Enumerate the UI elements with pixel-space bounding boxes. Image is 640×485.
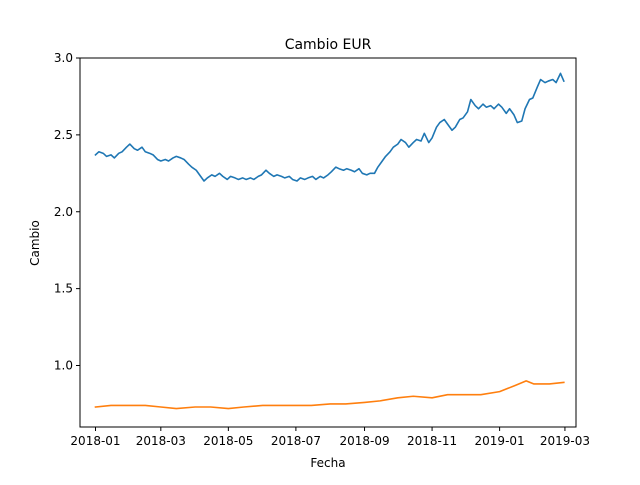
x-tick-label: 2018-01: [70, 434, 120, 448]
y-tick-label: 1.5: [54, 282, 73, 296]
plot-area: [79, 57, 577, 428]
x-tick-label: 2019-01: [475, 434, 525, 448]
series-line-2: [94, 380, 565, 410]
y-tick-label: 2.0: [54, 205, 73, 219]
x-tick-label: 2018-07: [271, 434, 321, 448]
x-tick-label: 2018-03: [136, 434, 186, 448]
y-axis-ticks: 1.0 1.5 2.0 2.5 3.0: [54, 51, 80, 373]
y-tick-label: 3.0: [54, 51, 73, 65]
y-tick-label: 1.0: [54, 359, 73, 373]
x-axis-ticks: 2018-01 2018-03 2018-05 2018-07 2018-09 2018-…: [70, 427, 590, 448]
series-layer: [94, 72, 565, 410]
y-axis-label: Cambio: [28, 220, 42, 266]
x-tick-label: 2018-09: [339, 434, 389, 448]
x-tick-label: 2018-11: [407, 434, 457, 448]
x-tick-label: 2019-03: [540, 434, 590, 448]
x-axis-label: Fecha: [310, 456, 345, 470]
y-tick-label: 2.5: [54, 128, 73, 142]
chart-title: Cambio EUR: [285, 37, 372, 53]
x-tick-label: 2018-05: [203, 434, 253, 448]
axes-frame: [79, 57, 577, 428]
series-line-1: [94, 72, 565, 182]
